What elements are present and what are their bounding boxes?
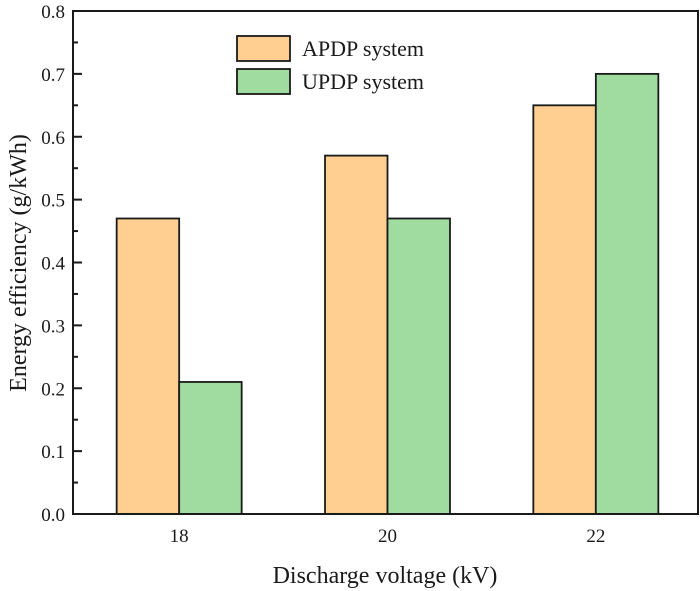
y-axis-title: Energy efficiency (g/kWh) bbox=[6, 134, 32, 392]
y-tick-label: 0.7 bbox=[41, 65, 65, 86]
bar-updp-20 bbox=[386, 217, 451, 515]
bar-apdp-20 bbox=[324, 154, 389, 515]
y-tick-label: 0.3 bbox=[41, 316, 65, 337]
legend-swatch-updp bbox=[236, 68, 291, 95]
legend: APDP system UPDP system bbox=[236, 35, 424, 95]
y-tick-label: 0.0 bbox=[41, 505, 65, 526]
y-tick-label: 0.8 bbox=[41, 2, 65, 23]
y-tick-label: 0.4 bbox=[41, 254, 65, 275]
y-tick-label: 0.2 bbox=[41, 379, 65, 400]
bar-apdp-22 bbox=[532, 104, 597, 515]
bar-updp-18 bbox=[178, 381, 243, 515]
x-axis: 18 20 22 bbox=[170, 526, 606, 547]
bar-apdp-18 bbox=[115, 217, 181, 515]
legend-label-updp: UPDP system bbox=[302, 69, 424, 94]
y-tick-label: 0.6 bbox=[41, 128, 65, 149]
x-tick-label: 18 bbox=[170, 526, 189, 547]
x-tick-label: 22 bbox=[586, 526, 605, 547]
legend-label-apdp: APDP system bbox=[302, 36, 424, 61]
x-axis-title: Discharge voltage (kV) bbox=[273, 563, 498, 589]
y-axis: 0.0 0.1 0.2 0.3 0.4 0.5 0.6 0.7 0.8 bbox=[41, 2, 82, 526]
legend-swatch-apdp bbox=[236, 35, 291, 62]
bars-group bbox=[115, 72, 660, 515]
x-tick-label: 20 bbox=[378, 526, 397, 547]
y-tick-label: 0.5 bbox=[41, 191, 65, 212]
bar-updp-22 bbox=[594, 72, 660, 515]
y-tick-label: 0.1 bbox=[41, 442, 65, 463]
